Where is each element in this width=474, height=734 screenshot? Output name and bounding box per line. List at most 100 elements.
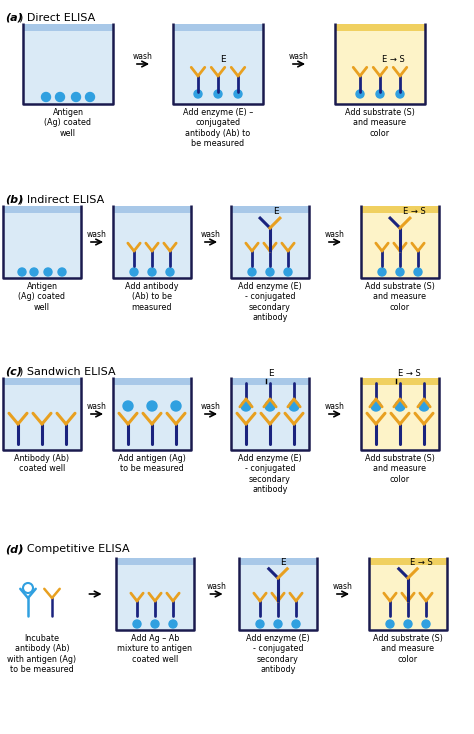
Bar <box>113 378 191 385</box>
Text: ) Direct ELISA: ) Direct ELISA <box>19 12 95 22</box>
Text: Add substrate (S)
and measure
color: Add substrate (S) and measure color <box>345 108 415 138</box>
Text: Add enzyme (E)
- conjugated
secondary
antibody: Add enzyme (E) - conjugated secondary an… <box>238 454 302 494</box>
Text: Add substrate (S)
and measure
color: Add substrate (S) and measure color <box>365 282 435 312</box>
Bar <box>116 558 194 565</box>
Bar <box>23 24 113 31</box>
Bar <box>3 378 81 385</box>
Text: E → S: E → S <box>382 55 405 64</box>
Circle shape <box>395 401 405 411</box>
Text: E: E <box>268 369 273 378</box>
Bar <box>116 558 194 630</box>
Bar <box>231 206 309 278</box>
Text: E: E <box>280 558 286 567</box>
Circle shape <box>133 620 141 628</box>
Text: E → S: E → S <box>403 207 426 216</box>
Text: (b): (b) <box>5 194 23 204</box>
Circle shape <box>404 620 412 628</box>
Text: wash: wash <box>325 230 345 239</box>
Circle shape <box>18 268 26 276</box>
Bar <box>3 378 81 450</box>
Text: wash: wash <box>201 402 221 411</box>
Bar <box>173 24 263 104</box>
Text: Antibody (Ab)
coated well: Antibody (Ab) coated well <box>14 454 70 473</box>
Bar <box>23 24 113 104</box>
Bar <box>361 378 439 450</box>
Text: wash: wash <box>207 582 227 591</box>
Text: Add antibody
(Ab) to be
measured: Add antibody (Ab) to be measured <box>125 282 179 312</box>
Text: Antigen
(Ag) coated
well: Antigen (Ag) coated well <box>18 282 65 312</box>
Text: Antigen
(Ag) coated
well: Antigen (Ag) coated well <box>45 108 91 138</box>
Text: wash: wash <box>289 52 309 61</box>
Circle shape <box>376 90 384 98</box>
Bar <box>231 206 309 213</box>
Circle shape <box>171 401 181 411</box>
Circle shape <box>422 620 430 628</box>
Bar <box>113 378 191 450</box>
Circle shape <box>414 268 422 276</box>
Circle shape <box>378 268 386 276</box>
Text: ) Sandwich ELISA: ) Sandwich ELISA <box>19 366 116 376</box>
Text: wash: wash <box>133 52 153 61</box>
Circle shape <box>55 92 64 101</box>
Bar <box>113 206 191 213</box>
Bar <box>231 378 309 385</box>
Bar <box>361 378 439 385</box>
Circle shape <box>292 620 300 628</box>
Text: Add substrate (S)
and measure
color: Add substrate (S) and measure color <box>373 634 443 664</box>
Circle shape <box>419 401 429 411</box>
Text: (a): (a) <box>5 12 23 22</box>
Circle shape <box>194 90 202 98</box>
Circle shape <box>42 92 51 101</box>
Circle shape <box>265 401 275 411</box>
Circle shape <box>130 268 138 276</box>
Bar <box>335 24 425 31</box>
Text: wash: wash <box>87 402 107 411</box>
Circle shape <box>274 620 282 628</box>
Circle shape <box>386 620 394 628</box>
Bar <box>369 558 447 630</box>
Circle shape <box>147 401 157 411</box>
Circle shape <box>371 401 381 411</box>
Circle shape <box>123 401 133 411</box>
Text: Add enzyme (E) –
conjugated
antibody (Ab) to
be measured: Add enzyme (E) – conjugated antibody (Ab… <box>183 108 253 148</box>
Text: ) Competitive ELISA: ) Competitive ELISA <box>19 544 129 554</box>
Text: Add Ag – Ab
mixture to antigen
coated well: Add Ag – Ab mixture to antigen coated we… <box>118 634 192 664</box>
Circle shape <box>256 620 264 628</box>
Bar <box>369 558 447 565</box>
Text: (d): (d) <box>5 544 23 554</box>
Circle shape <box>289 401 299 411</box>
Circle shape <box>396 268 404 276</box>
Circle shape <box>169 620 177 628</box>
Bar <box>239 558 317 565</box>
Text: (c): (c) <box>5 366 22 376</box>
Circle shape <box>356 90 364 98</box>
Text: wash: wash <box>333 582 353 591</box>
Circle shape <box>30 268 38 276</box>
Circle shape <box>148 268 156 276</box>
Circle shape <box>44 268 52 276</box>
Bar <box>173 24 263 31</box>
Text: ) Indirect ELISA: ) Indirect ELISA <box>19 194 104 204</box>
Circle shape <box>284 268 292 276</box>
Text: Add enzyme (E)
- conjugated
secondary
antibody: Add enzyme (E) - conjugated secondary an… <box>238 282 302 322</box>
Circle shape <box>396 90 404 98</box>
Circle shape <box>234 90 242 98</box>
Circle shape <box>85 92 94 101</box>
Text: wash: wash <box>325 402 345 411</box>
Circle shape <box>241 401 251 411</box>
Text: Add antigen (Ag)
to be measured: Add antigen (Ag) to be measured <box>118 454 186 473</box>
Text: E: E <box>273 207 279 216</box>
Circle shape <box>266 268 274 276</box>
Text: Incubate
antibody (Ab)
with antigen (Ag)
to be measured: Incubate antibody (Ab) with antigen (Ag)… <box>8 634 77 675</box>
Text: E → S: E → S <box>410 558 433 567</box>
Text: E → S: E → S <box>398 369 421 378</box>
Circle shape <box>248 268 256 276</box>
Bar <box>335 24 425 104</box>
Circle shape <box>166 268 174 276</box>
Text: Add substrate (S)
and measure
color: Add substrate (S) and measure color <box>365 454 435 484</box>
Circle shape <box>151 620 159 628</box>
Bar <box>3 206 81 213</box>
Circle shape <box>72 92 81 101</box>
Circle shape <box>58 268 66 276</box>
Text: Add enzyme (E)
- conjugated
secondary
antibody: Add enzyme (E) - conjugated secondary an… <box>246 634 310 675</box>
